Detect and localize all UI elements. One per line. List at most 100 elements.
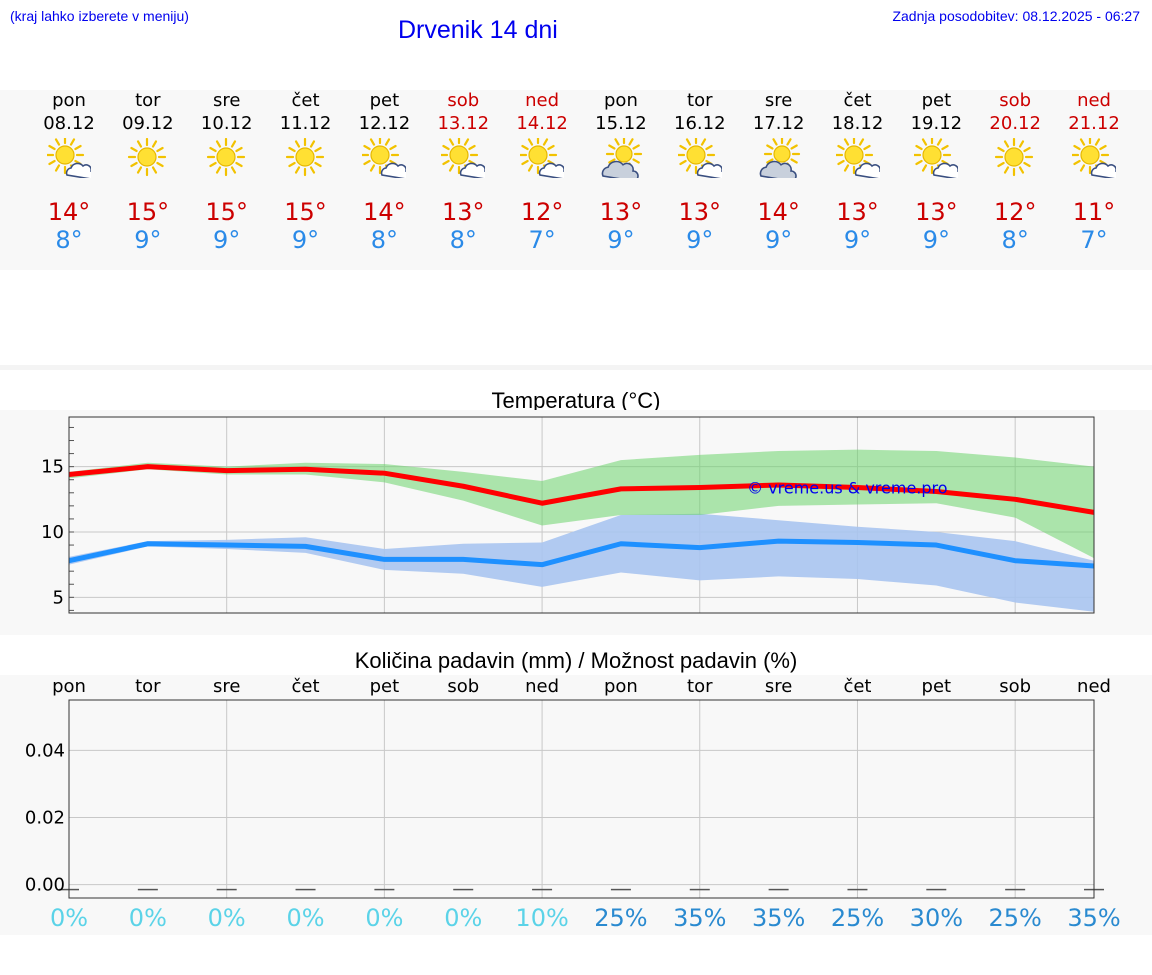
- x-tick-label: čet: [843, 676, 871, 697]
- day-name: pon: [52, 90, 86, 111]
- min-temp-line: [68, 538, 1095, 569]
- temp-max: 13°: [836, 198, 879, 226]
- sun-icon: [127, 138, 166, 177]
- temp-min: 9°: [686, 226, 714, 254]
- max-temp-line: [68, 464, 1095, 515]
- temp-min: 9°: [134, 226, 162, 254]
- day-name: tor: [135, 90, 161, 111]
- day-date: 08.12: [43, 113, 95, 134]
- forecast-strip: [0, 90, 1152, 270]
- location-hint: (kraj lahko izberete v meniju): [10, 8, 189, 24]
- precip-bar: [926, 888, 947, 891]
- temp-max: 13°: [599, 198, 643, 226]
- precip-chance: 0%: [207, 904, 246, 932]
- precip-chance: 0%: [286, 904, 325, 932]
- temp-min: 8°: [1001, 226, 1029, 254]
- precip-chance: 10%: [515, 904, 569, 932]
- precip-bar: [216, 888, 237, 891]
- precipitation-chart-title: Količina padavin (mm) / Možnost padavin …: [354, 648, 798, 673]
- day-name: pet: [921, 90, 952, 111]
- temp-min: 8°: [370, 226, 399, 254]
- precip-bar: [1005, 888, 1026, 891]
- x-tick-label: ned: [525, 676, 559, 697]
- temp-max: 14°: [757, 198, 800, 226]
- precip-bar: [768, 888, 789, 891]
- precip-bar: [610, 888, 631, 891]
- day-name: sre: [764, 90, 793, 111]
- day-date: 13.12: [437, 113, 490, 134]
- precip-chance: 25%: [988, 904, 1042, 932]
- temp-max: 13°: [441, 198, 485, 226]
- day-date: 14.12: [516, 113, 568, 134]
- y-tick-label: 15: [41, 457, 64, 478]
- y-tick-label: 10: [41, 522, 64, 543]
- sun-cloud-icon: [441, 138, 486, 178]
- y-tick-label: 0.02: [25, 807, 65, 828]
- day-date: 20.12: [989, 113, 1041, 134]
- day-name: sob: [447, 90, 480, 111]
- plot-frame: [68, 416, 1095, 614]
- precip-chance: 30%: [909, 904, 964, 932]
- x-tick-label: sob: [999, 676, 1031, 697]
- x-tick-label: sre: [765, 676, 792, 697]
- temp-max: 13°: [915, 198, 958, 226]
- y-tick-label: 0.00: [25, 875, 65, 896]
- temp-max: 11°: [1072, 198, 1116, 226]
- x-tick-label: pet: [922, 676, 952, 697]
- sun-cloud-icon: [677, 138, 722, 178]
- day-date: 17.12: [752, 113, 805, 134]
- x-tick-label: sob: [447, 676, 479, 697]
- sun-cloud-icon: [1072, 138, 1117, 178]
- cloud-sun-icon: [601, 138, 643, 178]
- day-date: 18.12: [831, 113, 884, 134]
- temp-max: 12°: [993, 198, 1037, 226]
- day-name: čet: [843, 90, 872, 111]
- divider: [0, 365, 1152, 370]
- x-tick-label: tor: [687, 676, 713, 697]
- plot-frame: [68, 699, 1095, 899]
- temperature-chart-title: Temperatura (°C): [491, 388, 661, 413]
- precip-bar: [689, 888, 710, 891]
- cloud-sun-icon: [759, 138, 800, 178]
- day-date: 15.12: [595, 113, 647, 134]
- page-title: Drvenik 14 dni: [398, 16, 558, 44]
- temp-min: 8°: [55, 226, 83, 254]
- sun-cloud-icon: [914, 138, 959, 178]
- x-tick-label: pon: [604, 676, 638, 697]
- day-date: 10.12: [200, 113, 253, 134]
- last-updated: Zadnja posodobitev: 08.12.2025 - 06:27: [892, 8, 1140, 24]
- x-tick-label: pet: [370, 676, 400, 697]
- temp-max: 15°: [284, 198, 327, 226]
- x-tick-label: tor: [135, 676, 161, 697]
- sun-cloud-icon: [835, 138, 880, 178]
- precipitation-chart: pon tor sre čet pet sob ned pon tor sre čet pet sob n…: [25, 676, 1111, 899]
- day-name: ned: [525, 90, 560, 111]
- precip-chance: 0%: [444, 904, 483, 932]
- day-date: 21.12: [1068, 113, 1120, 134]
- precip-chance: 35%: [751, 904, 806, 932]
- y-tick-label: 0.04: [25, 740, 65, 761]
- forecast-days: pon 08.12 14° 8° tor 09.12 15° 9° sre 10.12 15° 9° č…: [0, 0, 1152, 270]
- day-name: sre: [212, 90, 241, 111]
- temp-max: 15°: [205, 198, 248, 226]
- sun-cloud-icon: [520, 138, 565, 178]
- precip-bar: [847, 888, 868, 891]
- precip-bar: [532, 888, 553, 891]
- temp-min: 9°: [291, 226, 320, 254]
- sun-icon: [995, 138, 1034, 177]
- plot-area: [69, 700, 1094, 898]
- max-range-band: [69, 449, 1094, 559]
- precip-bar: [453, 888, 474, 891]
- temp-min: 7°: [528, 226, 556, 254]
- day-name: ned: [1077, 90, 1111, 111]
- x-tick-label: pon: [52, 676, 86, 697]
- sun-icon: [285, 138, 324, 177]
- day-date: 09.12: [122, 113, 174, 134]
- day-date: 19.12: [910, 113, 963, 134]
- x-tick-label: sre: [213, 676, 240, 697]
- sun-icon: [206, 138, 245, 177]
- day-name: tor: [687, 90, 713, 111]
- precip-chance: 0%: [128, 904, 167, 932]
- temp-min: 8°: [449, 226, 477, 254]
- precip-chance: 0%: [365, 904, 404, 932]
